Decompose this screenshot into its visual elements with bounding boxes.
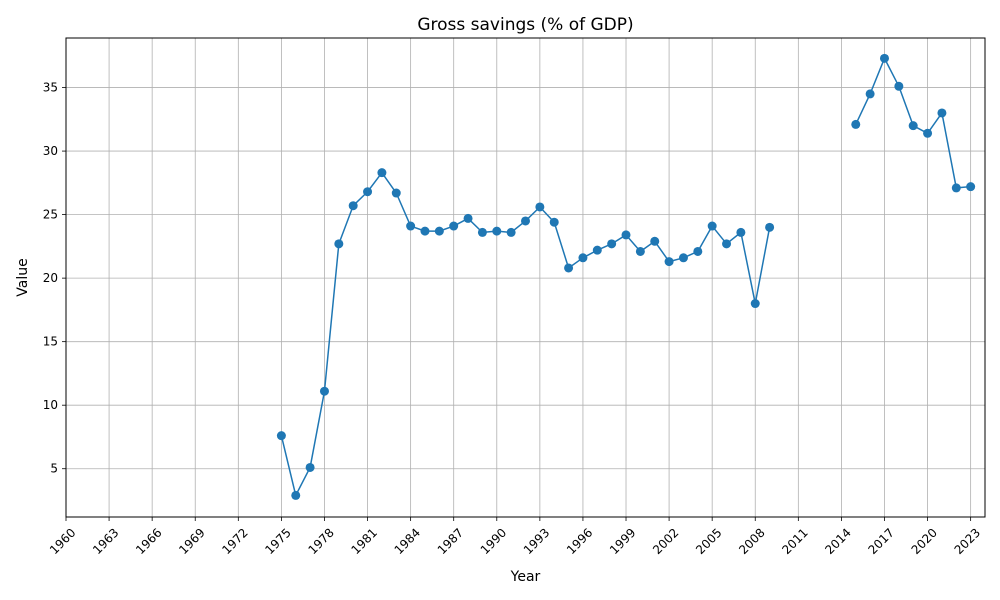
data-point xyxy=(477,227,487,237)
data-point xyxy=(506,227,516,237)
data-point xyxy=(765,222,775,232)
y-tick-label: 15 xyxy=(43,335,58,349)
data-point xyxy=(693,246,703,256)
data-point xyxy=(564,263,574,273)
data-point xyxy=(420,226,430,236)
chart-title: Gross savings (% of GDP) xyxy=(417,15,633,35)
data-point xyxy=(305,462,315,472)
data-point xyxy=(750,299,760,309)
data-point xyxy=(363,187,373,197)
data-point xyxy=(348,201,358,211)
grid xyxy=(65,38,985,517)
data-point xyxy=(434,226,444,236)
data-point xyxy=(736,227,746,237)
y-tick-label: 10 xyxy=(43,398,58,412)
data-point xyxy=(319,386,329,396)
data-point xyxy=(578,253,588,263)
data-point xyxy=(377,168,387,178)
series xyxy=(276,53,976,500)
x-axis-title: Year xyxy=(510,569,541,585)
y-tick-label: 20 xyxy=(43,271,58,285)
data-point xyxy=(621,230,631,240)
y-tick-label: 35 xyxy=(43,81,58,95)
data-point xyxy=(391,188,401,198)
data-point xyxy=(908,121,918,131)
data-point xyxy=(492,226,502,236)
data-point xyxy=(923,128,933,138)
data-point xyxy=(851,119,861,129)
data-point xyxy=(291,490,301,500)
data-point xyxy=(865,89,875,99)
y-tick-label: 30 xyxy=(43,144,58,158)
data-point xyxy=(678,253,688,263)
y-axis-title: Value xyxy=(15,258,31,296)
data-point xyxy=(966,182,976,192)
data-point xyxy=(722,239,732,249)
data-point xyxy=(406,221,416,231)
data-point xyxy=(549,217,559,227)
data-point xyxy=(334,239,344,249)
data-point xyxy=(635,246,645,256)
data-point xyxy=(463,213,473,223)
y-tick-label: 5 xyxy=(50,462,58,476)
data-point xyxy=(951,183,961,193)
y-tick-label: 25 xyxy=(43,208,58,222)
data-point xyxy=(535,202,545,212)
data-point xyxy=(276,431,286,441)
data-point xyxy=(664,257,674,267)
data-point xyxy=(707,221,717,231)
data-point xyxy=(607,239,617,249)
data-point xyxy=(592,245,602,255)
data-point xyxy=(937,108,947,118)
data-point xyxy=(894,81,904,91)
data-point xyxy=(449,221,459,231)
data-point xyxy=(521,216,530,226)
plot-frame xyxy=(65,37,986,518)
data-point xyxy=(879,53,889,63)
data-point xyxy=(650,236,660,246)
